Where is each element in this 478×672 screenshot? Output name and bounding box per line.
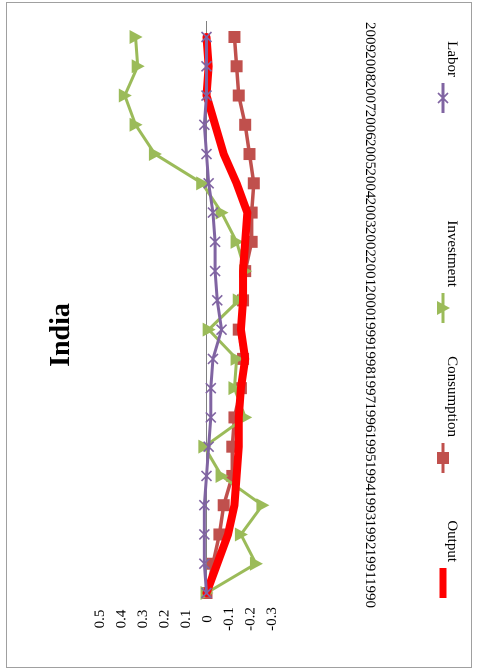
x-tick-label: 1994 — [362, 461, 378, 492]
data-point — [202, 322, 216, 337]
data-point — [200, 148, 213, 160]
x-tick-label: 1993 — [362, 490, 378, 520]
data-point — [247, 177, 260, 190]
legend: Output Consumption Investment Labor — [437, 41, 460, 598]
y-tick-label: -0.1 — [221, 607, 237, 631]
data-point — [234, 527, 248, 542]
data-point — [207, 353, 219, 365]
x-tick-label: 2000 — [362, 285, 378, 315]
data-point — [215, 205, 229, 220]
x-tick-label: 2005 — [362, 139, 378, 169]
data-point — [215, 324, 228, 336]
series-labor — [198, 31, 228, 599]
series-group — [118, 30, 270, 600]
data-point — [198, 528, 210, 541]
data-point — [209, 265, 221, 277]
data-point — [198, 558, 210, 570]
x-axis-ticks: 1990199119921993199419951996199719981999… — [362, 22, 378, 608]
chart-title: India — [45, 303, 76, 367]
series-line — [202, 35, 224, 595]
x-tick-label: 1995 — [362, 432, 378, 462]
x-tick-label: 2001 — [362, 256, 378, 286]
legend-item: Consumption — [437, 356, 460, 473]
data-point — [209, 236, 221, 248]
x-tick-label: 2003 — [362, 198, 378, 228]
y-tick-label: 0.4 — [114, 609, 130, 628]
legend-label: Investment — [444, 220, 460, 287]
data-point — [131, 59, 145, 74]
data-point — [217, 499, 230, 512]
x-tick-label: 1990 — [362, 578, 378, 608]
data-point — [249, 556, 263, 571]
data-point — [200, 60, 213, 72]
series-investment — [118, 30, 270, 600]
y-tick-label: -0.2 — [243, 607, 259, 631]
legend-item: Output — [439, 520, 460, 598]
data-point — [207, 207, 219, 219]
legend-label: Labor — [444, 41, 460, 77]
data-point — [213, 528, 226, 541]
data-point — [256, 498, 270, 513]
y-tick-label: 0.3 — [135, 610, 151, 629]
x-tick-label: 1991 — [362, 549, 378, 579]
data-point — [129, 117, 143, 132]
series-line — [123, 35, 264, 595]
legend-marker — [437, 92, 449, 104]
data-point — [243, 148, 256, 161]
data-point — [230, 60, 243, 73]
series-line — [202, 33, 252, 597]
data-point — [230, 351, 244, 366]
data-point — [200, 31, 213, 43]
y-tick-label: -0.3 — [264, 607, 280, 631]
y-tick-label: 0 — [200, 615, 216, 623]
x-tick-label: 1996 — [362, 402, 378, 433]
y-tick-label: 0.5 — [92, 610, 108, 629]
data-point — [200, 470, 213, 482]
x-tick-label: 2004 — [362, 168, 378, 199]
y-tick-label: 0.1 — [178, 610, 194, 629]
x-tick-label: 2009 — [362, 22, 378, 52]
x-tick-label: 2006 — [362, 110, 378, 141]
data-point — [232, 89, 245, 102]
legend-marker — [437, 452, 449, 464]
legend-label: Consumption — [444, 356, 460, 437]
legend-marker — [437, 301, 450, 315]
data-point — [215, 468, 229, 483]
data-point — [200, 89, 213, 102]
legend-label: Output — [444, 520, 460, 563]
data-point — [196, 176, 210, 191]
x-tick-label: 1997 — [362, 373, 378, 404]
data-point — [200, 587, 213, 599]
legend-item: Labor — [437, 41, 460, 113]
series-output — [202, 33, 252, 597]
data-point — [198, 439, 212, 454]
data-point — [205, 411, 217, 423]
x-tick-label: 2007 — [362, 81, 378, 112]
data-point — [198, 119, 210, 131]
data-point — [239, 118, 252, 131]
x-tick-label: 2002 — [362, 227, 378, 257]
x-tick-label: 1999 — [362, 315, 378, 345]
data-point — [228, 381, 242, 396]
y-tick-label: 0.2 — [157, 610, 173, 629]
x-tick-label: 2008 — [362, 51, 378, 81]
data-point — [228, 31, 241, 43]
data-point — [129, 30, 143, 44]
data-point — [203, 441, 215, 453]
chart-frame: India 0.5 0.4 0.3 0.2 0.1 0 -0.1 -0.2 -0.3 1990 1… — [6, 2, 472, 668]
data-point — [198, 499, 210, 511]
y-axis-ticks: 0.5 0.4 0.3 0.2 0.1 0 -0.1 -0.2 -0.3 — [92, 607, 280, 631]
x-tick-label: 1998 — [362, 344, 378, 374]
data-point — [118, 88, 132, 103]
data-point — [203, 177, 215, 189]
data-point — [148, 147, 162, 162]
data-point — [205, 382, 217, 394]
india-chart: India 0.5 0.4 0.3 0.2 0.1 0 -0.1 -0.2 -0.3 19901… — [45, 21, 460, 631]
x-tick-label: 1992 — [362, 519, 378, 549]
data-point — [211, 294, 223, 306]
legend-item: Investment — [437, 220, 460, 323]
data-point — [230, 234, 244, 249]
